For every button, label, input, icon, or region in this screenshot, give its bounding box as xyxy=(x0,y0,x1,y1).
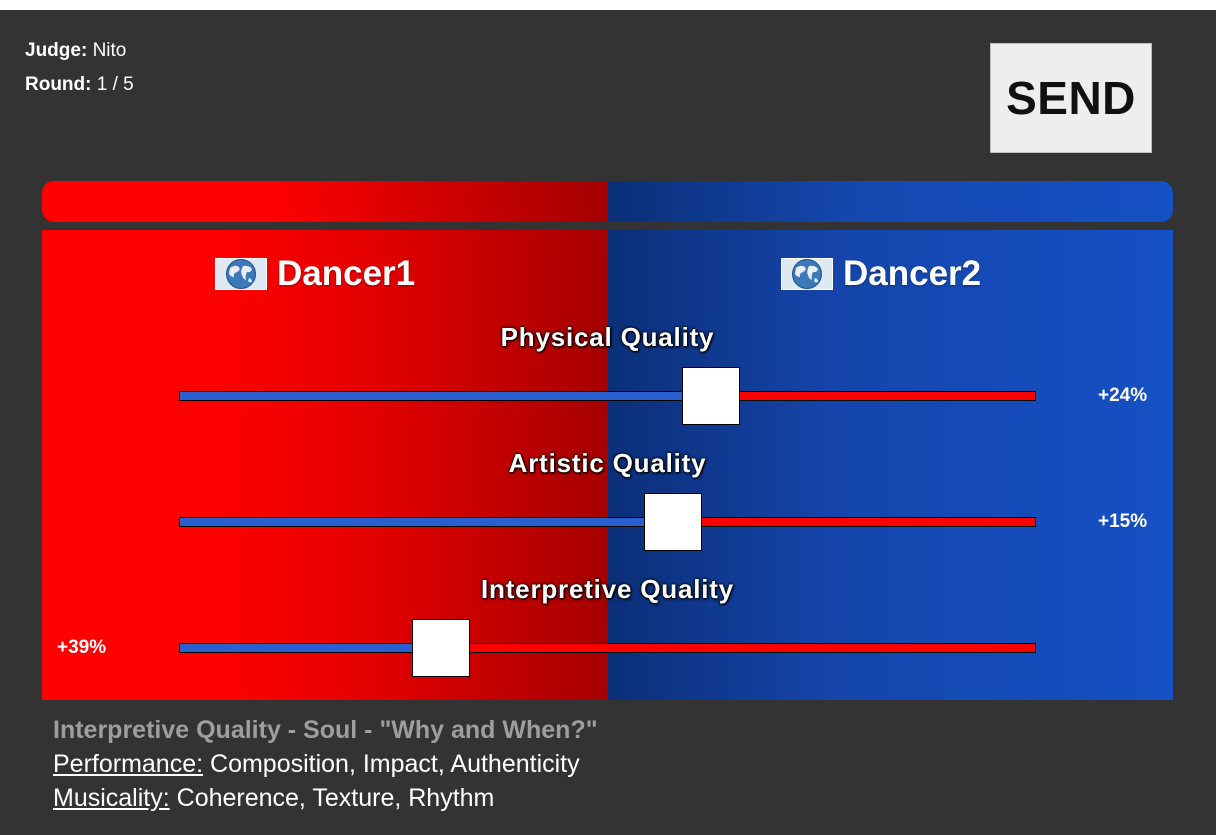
round-line: Round: 1 / 5 xyxy=(25,68,134,102)
criterion-artistic-label: Artistic Quality xyxy=(508,448,707,478)
slider-physical-fill xyxy=(180,392,712,400)
world-flag-icon xyxy=(781,258,833,290)
score-bar-blue xyxy=(608,181,1173,222)
interpretive-percent: +39% xyxy=(57,637,107,658)
dancer1-side xyxy=(42,230,608,700)
dancer2-side xyxy=(608,230,1173,700)
top-border xyxy=(0,0,1216,10)
score-bar xyxy=(42,181,1173,222)
criterion-description: Interpretive Quality - Soul - "Why and W… xyxy=(53,713,598,815)
dancer2-name: Dancer2 xyxy=(843,254,982,293)
dancer2-header: Dancer2 xyxy=(781,252,981,296)
slider-interpretive-fill xyxy=(180,644,442,652)
slider-artistic-fill xyxy=(180,518,673,526)
dancer1-header: Dancer1 xyxy=(215,252,415,296)
round-value: 1 / 5 xyxy=(96,74,134,95)
slider-physical[interactable] xyxy=(179,367,1036,425)
judge-line: Judge: Nito xyxy=(25,34,134,68)
slider-artistic-thumb[interactable] xyxy=(643,493,702,551)
slider-interpretive[interactable] xyxy=(179,619,1036,677)
slider-physical-thumb[interactable] xyxy=(682,367,741,425)
description-heading: Interpretive Quality - Soul - "Why and W… xyxy=(53,716,598,744)
slider-artistic[interactable] xyxy=(179,493,1036,551)
slider-interpretive-thumb[interactable] xyxy=(412,619,471,677)
criterion-physical-label: Physical Quality xyxy=(500,322,715,352)
performance-label: Performance: xyxy=(53,750,204,778)
description-line-performance: Performance: Composition, Impact, Authen… xyxy=(53,747,598,781)
judge-label: Judge: xyxy=(25,40,88,61)
dancer1-name: Dancer1 xyxy=(277,254,416,293)
battle-panel xyxy=(42,230,1173,700)
send-button[interactable]: SEND xyxy=(990,43,1152,153)
physical-percent: +24% xyxy=(1098,385,1148,406)
judge-name: Nito xyxy=(92,40,127,61)
musicality-label: Musicality: xyxy=(53,784,170,812)
performance-text: Composition, Impact, Authenticity xyxy=(203,750,580,778)
judge-info: Judge: Nito Round: 1 / 5 xyxy=(25,34,134,102)
description-line-musicality: Musicality: Coherence, Texture, Rhythm xyxy=(53,781,598,815)
world-flag-icon xyxy=(215,258,267,290)
musicality-text: Coherence, Texture, Rhythm xyxy=(169,784,495,812)
round-label: Round: xyxy=(25,74,92,95)
artistic-percent: +15% xyxy=(1098,511,1148,532)
score-bar-red xyxy=(42,181,608,222)
criterion-interpretive-label: Interpretive Quality xyxy=(481,574,734,604)
